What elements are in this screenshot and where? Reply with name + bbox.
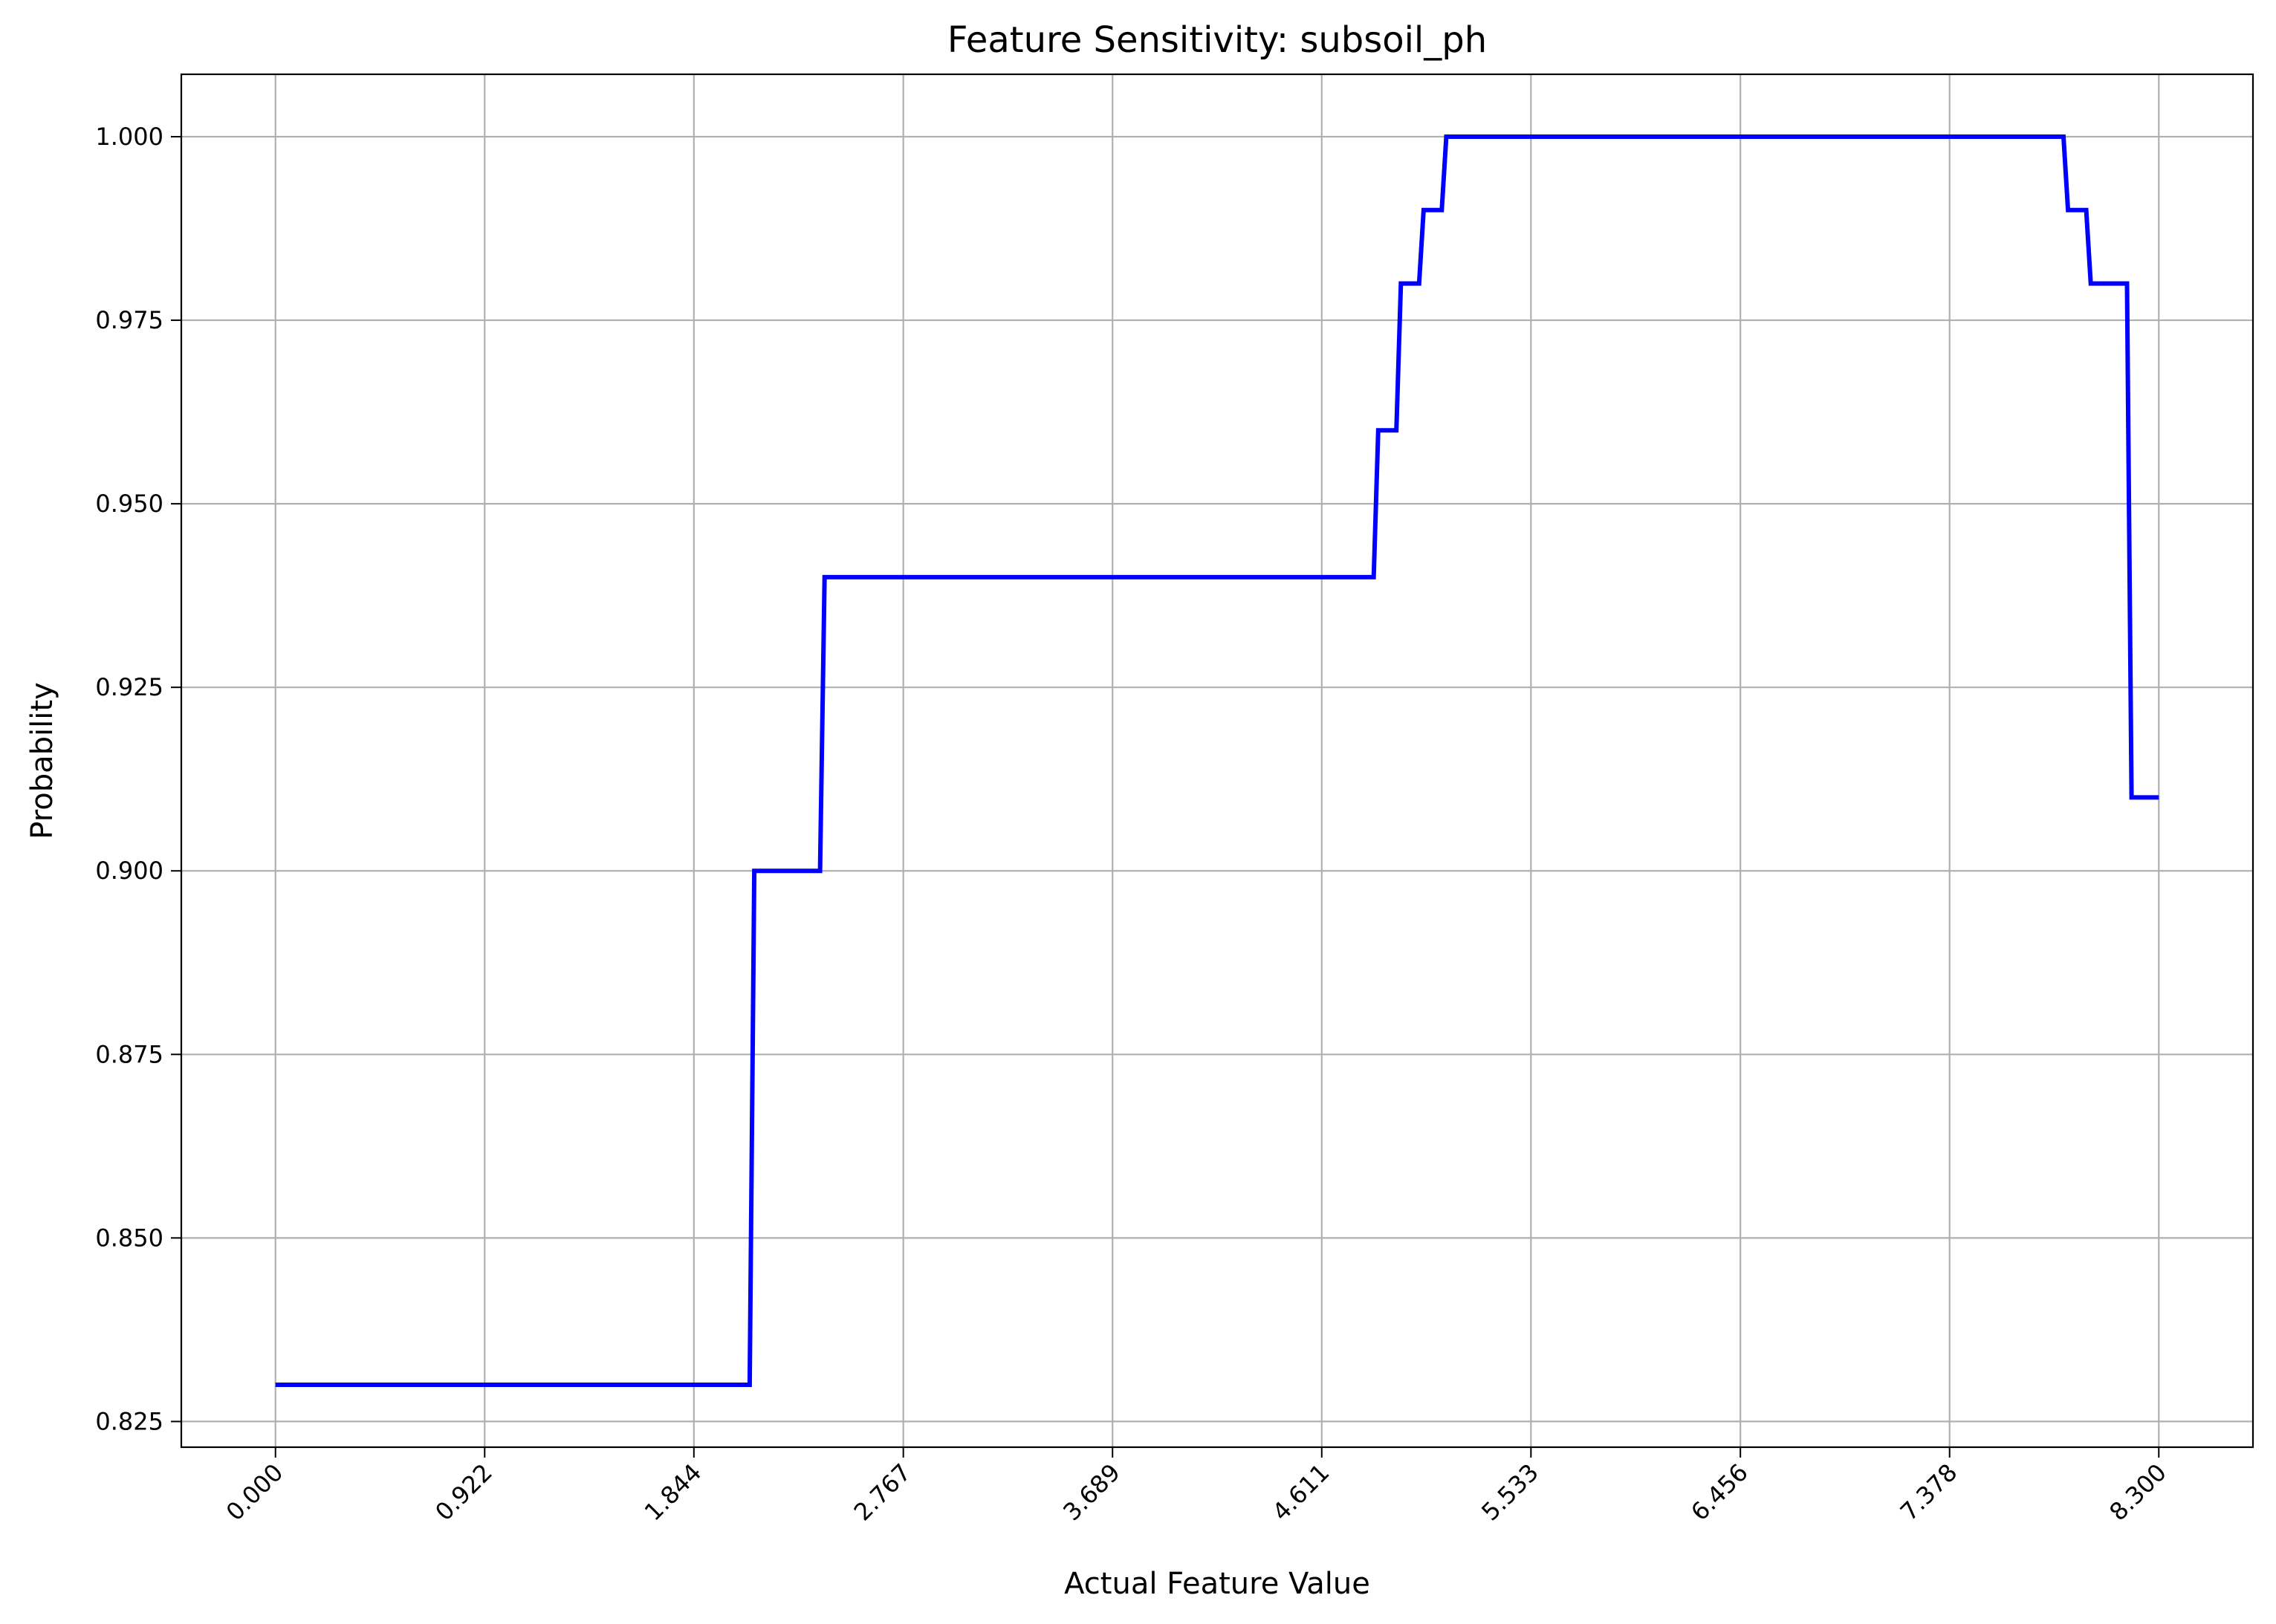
y-tick-label: 0.950 [95, 490, 163, 518]
series-layer [275, 134, 2159, 1387]
y-tick-label: 0.850 [95, 1224, 163, 1252]
y-tick-label: 0.975 [95, 306, 163, 334]
y-tick-label: 0.875 [95, 1040, 163, 1068]
grid [181, 74, 2253, 1447]
y-axis-label: Probability [25, 682, 59, 839]
y-tick-label: 0.925 [95, 673, 163, 701]
x-axis-label: Actual Feature Value [1064, 1567, 1370, 1601]
y-tick-label: 0.900 [95, 857, 163, 885]
plot-frame [180, 73, 2254, 1449]
series-line [275, 134, 2159, 1387]
y-tick-label: 0.825 [95, 1407, 163, 1435]
y-tick-label: 1.000 [95, 123, 163, 151]
chart-title: Feature Sensitivity: subsoil_ph [947, 19, 1487, 61]
plot-area-background [181, 74, 2253, 1447]
